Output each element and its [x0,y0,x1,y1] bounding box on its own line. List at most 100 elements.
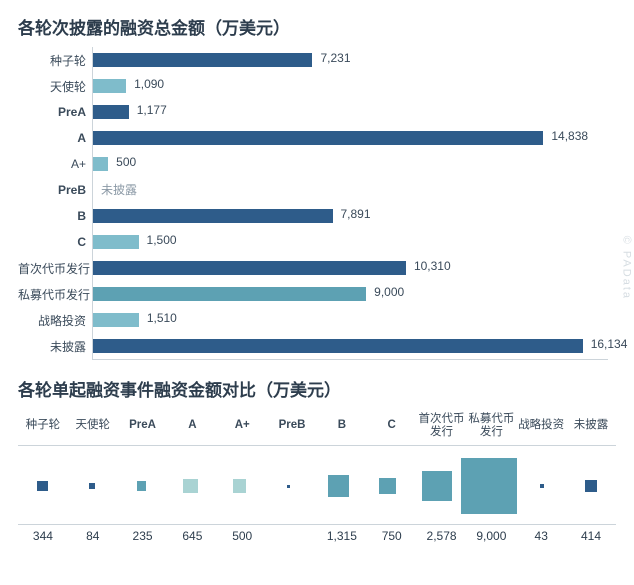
chart2-col-label: PreA [129,409,156,443]
chart1-row-bar-area: 16,134 [92,333,608,359]
chart2-box [540,484,544,488]
chart1-row-label: 种子轮 [18,52,92,69]
chart1-title: 各轮次披露的融资总金额（万美元） [18,14,634,39]
chart2-value-label: 344 [33,529,53,549]
chart1-row-label: C [18,235,92,249]
chart1-value-label: 1,510 [147,311,177,325]
chart1-row-label: A [18,131,92,145]
chart2-box [422,471,452,501]
chart1-value-label: 未披露 [101,181,137,198]
chart2-box-cell [517,450,566,522]
chart2-col-label: 天使轮 [75,409,110,443]
chart1-row: PreA 1,177 [18,99,608,125]
chart1-row-label: 首次代币发行 [18,260,92,277]
chart2-col-label: PreB [279,409,306,443]
chart1-value-label: 500 [116,155,136,169]
chart1-row-label: 未披露 [18,338,92,355]
chart1-row-label: 天使轮 [18,78,92,95]
chart1-bar [93,53,312,67]
chart1-row-bar-area: 14,838 [92,125,608,151]
chart1-row-label: PreA [18,105,92,119]
chart1-value-label: 1,090 [134,77,164,91]
chart2-box [287,485,290,488]
watermark: © PAData [620,235,632,299]
chart2-box-cell [166,450,215,522]
chart2-value-label: 1,315 [327,529,357,549]
chart1-barchart: 种子轮 7,231 天使轮 1,090 PreA 1,177 A 14,838 A+ 500 Pre… [18,47,608,360]
chart2-col-label: B [338,409,346,443]
chart1-row: 私募代币发行 9,000 [18,281,608,307]
chart1-row-bar-area: 7,231 [92,47,608,73]
chart1-value-label: 9,000 [374,285,404,299]
chart1-bar [93,287,366,301]
chart1-bar [93,157,108,171]
chart2-box [461,458,517,514]
chart1-bar [93,261,406,275]
chart2-box-cell [264,450,313,522]
chart1-row: 种子轮 7,231 [18,47,608,73]
chart2-box-cell [117,450,166,522]
chart2-col-label: 未披露 [574,409,609,443]
chart2-value-label: 84 [86,529,99,549]
chart2-box [89,483,94,488]
chart1-value-label: 14,838 [551,129,588,143]
chart2-col-label: A [188,409,196,443]
chart1-row: A 14,838 [18,125,608,151]
chart1-value-label: 7,891 [341,207,371,221]
chart2-value-label: 43 [535,529,548,549]
chart1-row-bar-area: 7,891 [92,203,608,229]
chart1-value-label: 1,500 [147,233,177,247]
chart1-row-bar-area: 1,500 [92,229,608,255]
chart1-row-label: A+ [18,157,92,171]
chart1-value-label: 10,310 [414,259,451,273]
chart2-title: 各轮单起融资事件融资金额对比（万美元） [18,376,634,401]
chart1-row-label: 战略投资 [18,312,92,329]
chart1-bar [93,131,543,145]
chart2-box-cell [314,450,363,522]
chart1-row-label: B [18,209,92,223]
chart1-value-label: 1,177 [137,103,167,117]
chart1-bar [93,79,126,93]
chart1-row-bar-area: 未披露 [92,177,608,203]
chart1-row: 首次代币发行 10,310 [18,255,608,281]
chart1-bar [93,313,139,327]
chart1-row-bar-area: 10,310 [92,255,608,281]
chart2-value-label: 645 [182,529,202,549]
chart1-row: C 1,500 [18,229,608,255]
chart2-value-label: 500 [232,529,252,549]
chart2-col-label: C [388,409,396,443]
chart2-box [137,481,146,490]
chart2-box-cell [215,450,264,522]
chart2-box [183,479,198,494]
chart1-bar [93,105,129,119]
chart2-col-label: 私募代币 发行 [468,409,514,443]
chart2-box-cell [412,450,461,522]
chart2-col-label: 首次代币 发行 [419,409,465,443]
chart1-row-bar-area: 1,510 [92,307,608,333]
chart1-row-bar-area: 1,090 [92,73,608,99]
chart2-value-label: 9,000 [476,529,506,549]
chart1-row-bar-area: 500 [92,151,608,177]
chart1-value-label: 16,134 [591,337,628,351]
chart1-row-label: 私募代币发行 [18,286,92,303]
chart1-row-label: PreB [18,183,92,197]
chart2-box [585,480,597,492]
chart2-box [37,481,48,492]
chart1-value-label: 7,231 [320,51,350,65]
chart2-value-label: 235 [133,529,153,549]
chart1-row-bar-area: 9,000 [92,281,608,307]
chart2-col-label: 战略投资 [518,409,564,443]
chart2-box-cell [18,450,67,522]
chart1-row-bar-area: 1,177 [92,99,608,125]
chart2-divider-top [18,445,616,446]
chart2-squares: 种子轮天使轮PreAAA+PreBBC首次代币 发行私募代币 发行战略投资未披露… [18,409,616,549]
chart1-row: 未披露16,134 [18,333,608,359]
chart1-row: PreB 未披露 [18,177,608,203]
chart2-value-label: 414 [581,529,601,549]
chart2-box-cell [363,450,412,522]
chart2-value-label: 750 [382,529,402,549]
chart2-box [379,478,395,494]
chart2-box-cell [67,450,116,522]
chart1-row: A+ 500 [18,151,608,177]
chart2-box-cell [461,450,517,522]
